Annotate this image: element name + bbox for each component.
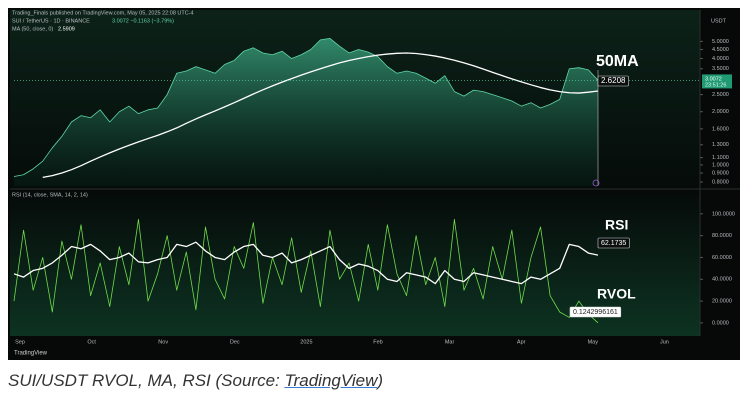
ma-value: 2.5909 <box>58 26 75 32</box>
symbol: SUI / TetherUS · 1D · BINANCE <box>12 18 90 24</box>
x-tick-label: Jun <box>660 339 669 345</box>
price-tag: 3.0072 <box>705 76 722 82</box>
y-tick-label: 60.0000 <box>712 255 732 261</box>
y-tick-label: 0.8000 <box>712 180 729 186</box>
series-line <box>13 37 599 177</box>
y-tick-label: 40.0000 <box>712 277 732 283</box>
event-marker <box>592 179 600 187</box>
countdown: 23:51:26 <box>705 82 726 88</box>
y-tick-label: 4.5000 <box>712 47 729 53</box>
y-tick-label: 3.5000 <box>712 66 729 72</box>
x-tick-label: Mar <box>445 339 455 345</box>
rvol-value-label-box <box>569 306 622 318</box>
chart: Trading_Finals published on TradingView.… <box>8 8 740 360</box>
y-tick-label: 1.0000 <box>712 162 729 168</box>
rvol-value-label: 0.1242996161 <box>573 309 618 316</box>
y-tick-label: 4.0000 <box>712 56 729 62</box>
x-tick-label: Oct <box>87 339 96 345</box>
x-tick-label: Dec <box>230 339 240 345</box>
annotation: RSI <box>605 217 628 233</box>
x-tick-label: May <box>588 339 599 345</box>
quote: 3.0072 −0.1163 (−3.79%) <box>112 18 174 24</box>
x-tick-label: Sep <box>15 339 25 345</box>
y-tick-label: 5.0000 <box>712 39 729 45</box>
annotation: 50MA <box>596 53 639 70</box>
y-tick-label: 1.1000 <box>712 155 729 161</box>
x-tick-label: Nov <box>158 339 168 345</box>
brand: TradingView <box>14 351 48 357</box>
annotation: RVOL <box>597 286 636 302</box>
y-tick-label: 20.0000 <box>712 299 732 305</box>
series-line <box>13 241 599 285</box>
x-tick-label: Feb <box>373 339 382 345</box>
price-area <box>14 38 598 186</box>
caption: SUI/USDT RVOL, MA, RSI (Source: TradingV… <box>8 371 383 391</box>
price-tag-box <box>702 74 732 89</box>
series-line <box>42 52 599 179</box>
y-tick-label: 0.9000 <box>712 170 729 176</box>
x-tick-label: 2025 <box>300 339 312 345</box>
y-tick-label: 100.0000 <box>712 211 735 217</box>
caption-text: ) <box>377 371 384 390</box>
series-line <box>13 218 599 324</box>
rsi-legend: RSI (14, close, SMA, 14, 2, 14) <box>12 192 88 198</box>
caption-link[interactable]: TradingView <box>284 371 378 390</box>
ma-value-label-box <box>597 75 629 87</box>
y-tick-label: 0.0000 <box>712 320 729 326</box>
rsi-value-label: 62.1735 <box>601 240 626 247</box>
ma-value-label: 2.6208 <box>601 76 626 85</box>
caption-text: SUI/USDT RVOL, MA, RSI (Source: <box>8 371 285 390</box>
unit: USDT <box>711 18 727 24</box>
ma-legend: MA (50, close, 0) <box>12 26 53 32</box>
rsi-value-label-box <box>597 237 630 249</box>
y-tick-label: 2.0000 <box>712 109 729 115</box>
y-tick-label: 1.6000 <box>712 126 729 132</box>
y-tick-label: 2.5000 <box>712 92 729 98</box>
y-tick-label: 1.3000 <box>712 142 729 148</box>
x-tick-label: Apr <box>517 339 526 345</box>
y-tick-label: 80.0000 <box>712 233 732 239</box>
published: Trading_Finals published on TradingView.… <box>12 10 194 16</box>
